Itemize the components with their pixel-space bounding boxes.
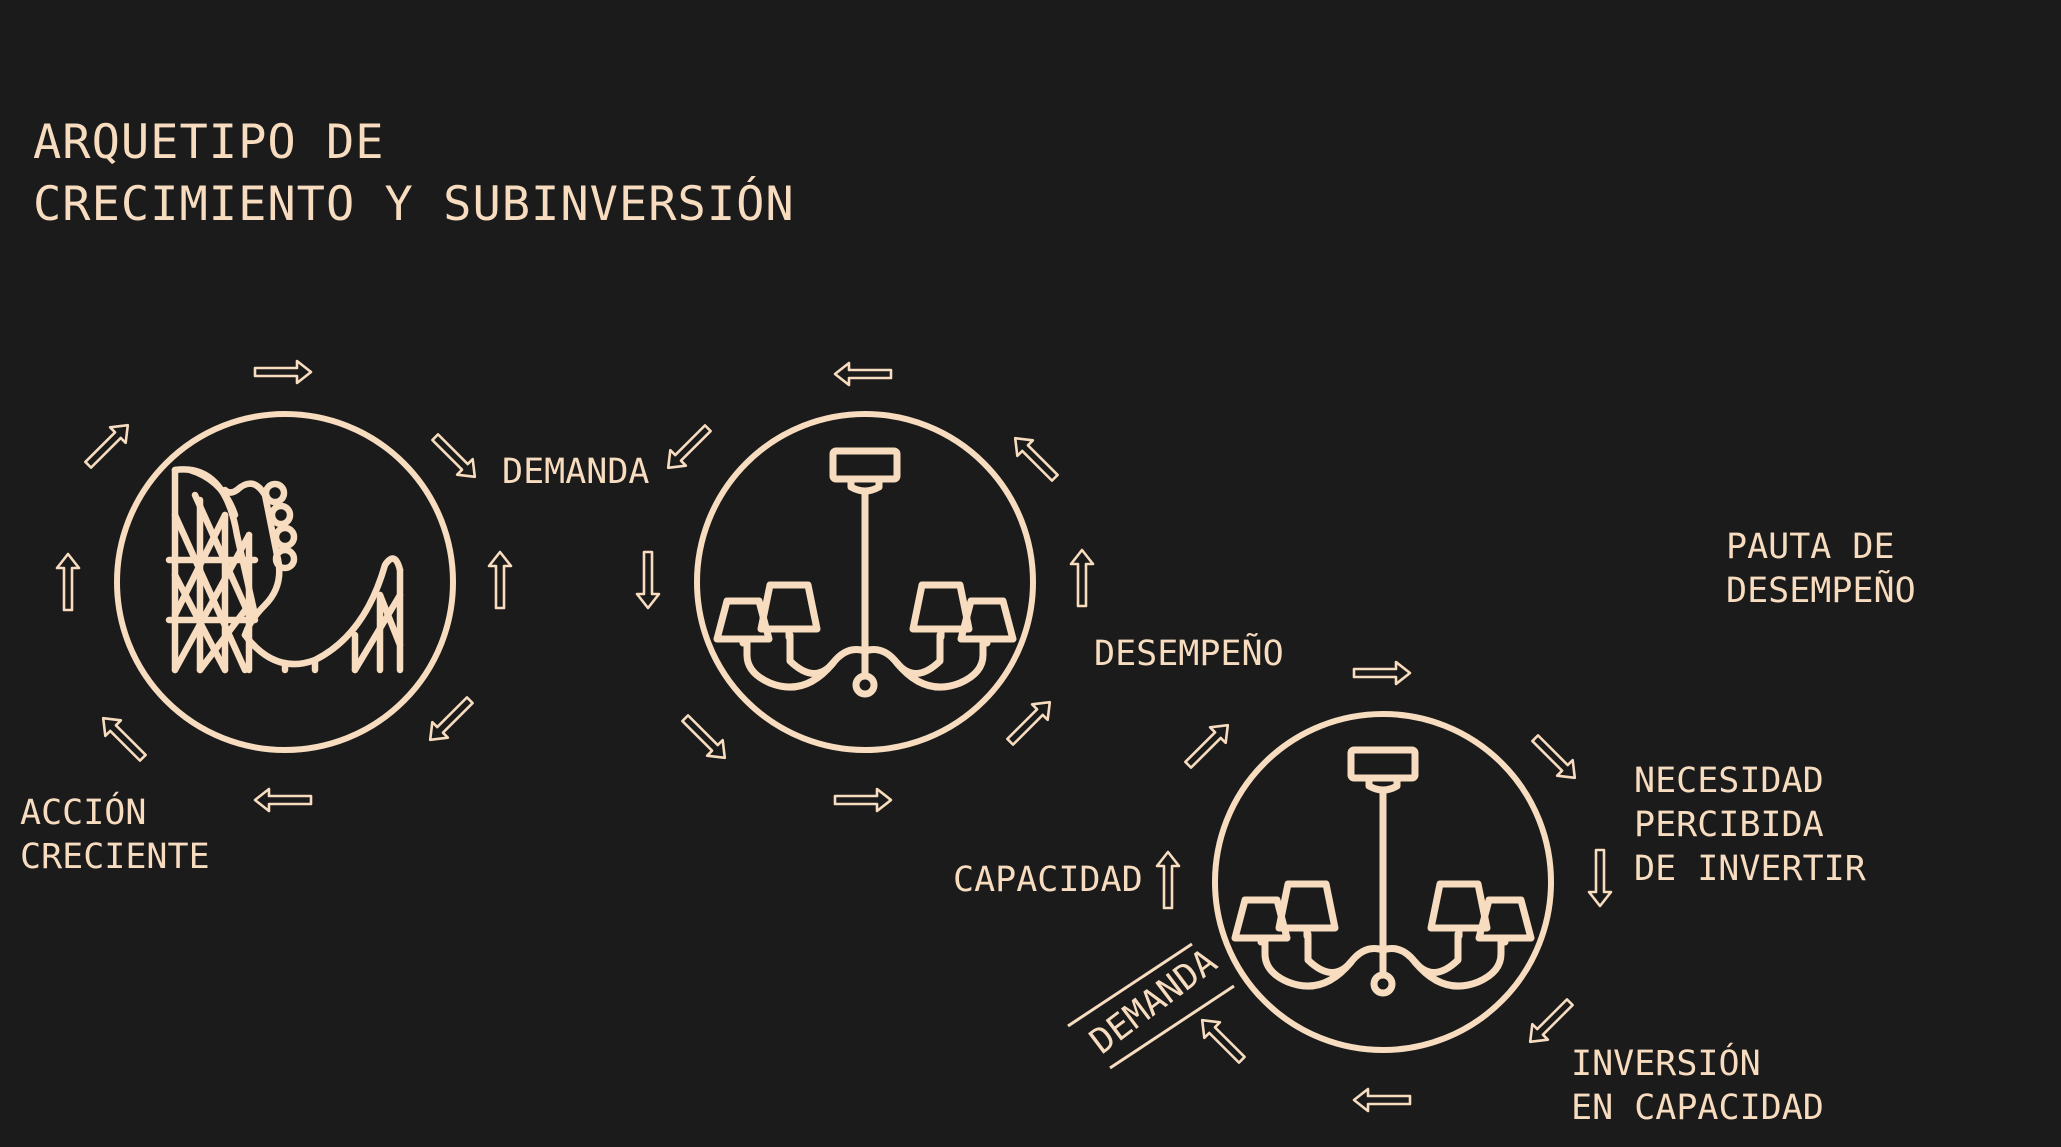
page-title: ARQUETIPO DE CRECIMIENTO Y SUBINVERSIÓN	[33, 115, 795, 232]
arrow-down-icon	[1587, 848, 1613, 908]
roller-coaster-icon	[169, 469, 400, 670]
arrow-right-icon	[253, 359, 313, 385]
demanda-tag-line-top	[1067, 942, 1193, 1028]
chandelier-icon	[717, 451, 1013, 694]
arrow-up-icon	[1155, 850, 1181, 910]
arrow-left-icon	[833, 361, 893, 387]
arrow-down-right-icon	[426, 428, 484, 486]
arrow-right-icon	[1352, 660, 1412, 686]
arrow-right-icon	[833, 787, 893, 813]
cycle-circle-3	[1212, 711, 1554, 1053]
arrow-up-left-icon	[94, 709, 152, 767]
chandelier-icon	[1235, 750, 1531, 993]
cycle-circle-2	[694, 411, 1036, 753]
label-capacidad: CAPACIDAD	[953, 860, 1143, 900]
label-necesidad-invertir: NECESIDAD PERCIBIDA DE INVERTIR	[1634, 761, 1866, 889]
arrow-up-right-icon	[1179, 716, 1237, 774]
label-inversion-capacidad: INVERSIÓN EN CAPACIDAD	[1571, 1044, 1824, 1128]
label-pauta-desempeno: PAUTA DE DESEMPEÑO	[1726, 527, 1916, 611]
label-accion-creciente: ACCIÓN CRECIENTE	[20, 793, 210, 877]
arrow-left-icon	[1352, 1087, 1412, 1113]
arrow-down-left-icon	[1521, 993, 1579, 1051]
arrow-up-left-icon	[1006, 429, 1064, 487]
arrow-up-right-icon	[1001, 693, 1059, 751]
arrow-up-right-icon	[79, 416, 137, 474]
arrow-down-left-icon	[659, 419, 717, 477]
arrow-down-right-icon	[676, 709, 734, 767]
cycle-circle-1	[114, 411, 456, 753]
label-desempeno: DESEMPEÑO	[1094, 634, 1284, 674]
demanda-tag-line-bottom	[1109, 984, 1235, 1070]
arrow-up-left-icon	[1193, 1011, 1251, 1069]
arrow-up-icon	[487, 550, 513, 610]
arrow-down-left-icon	[421, 691, 479, 749]
arrow-left-icon	[253, 787, 313, 813]
arrow-down-right-icon	[1526, 729, 1584, 787]
arrow-up-icon	[1069, 548, 1095, 608]
arrow-up-icon	[55, 552, 81, 612]
arrow-down-icon	[635, 550, 661, 610]
label-demanda: DEMANDA	[502, 452, 650, 492]
